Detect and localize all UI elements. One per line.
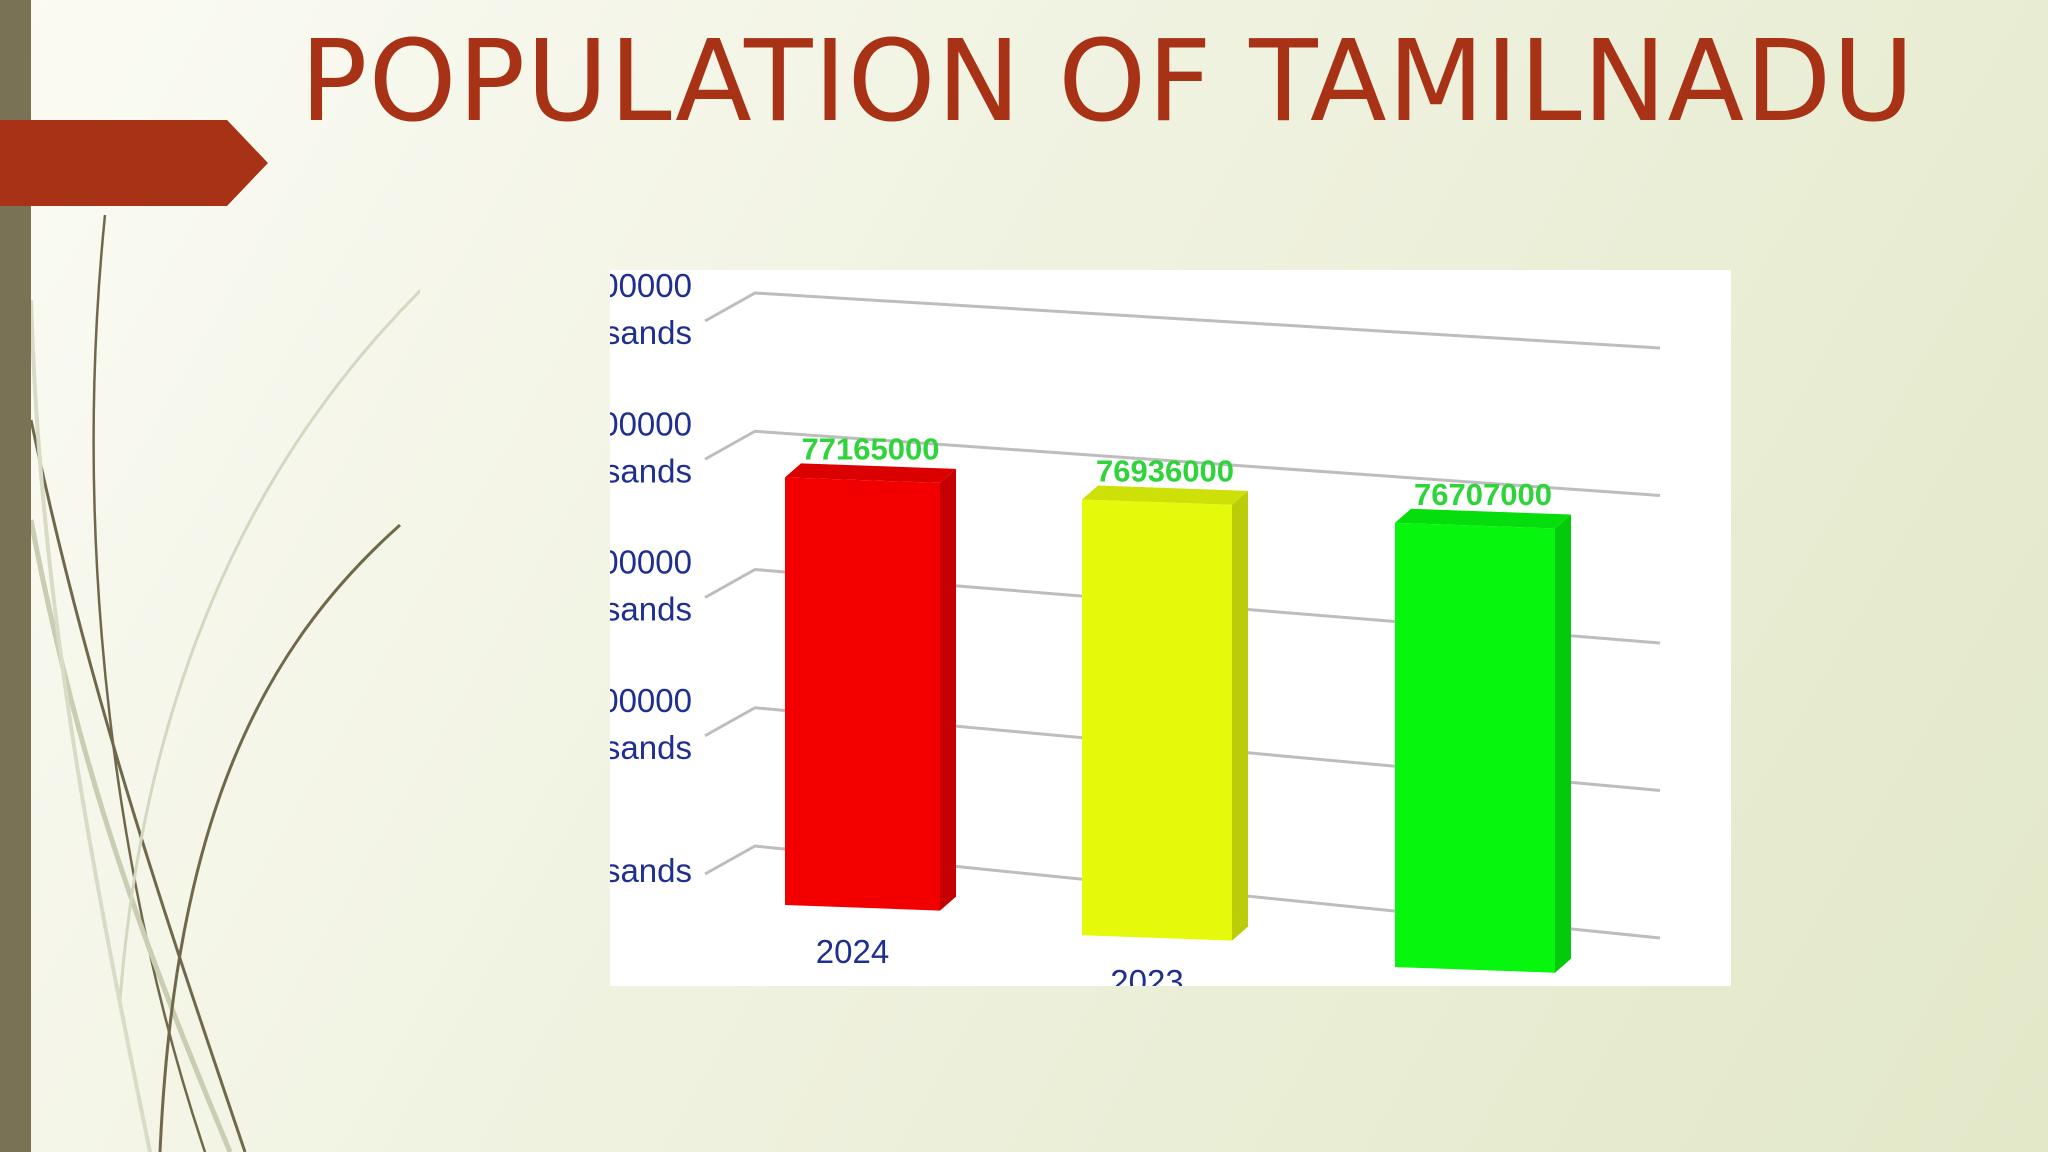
bar-side-2022	[1555, 514, 1571, 973]
y-tick-label: Thousands	[610, 591, 692, 628]
bar-top-2023	[1082, 485, 1248, 505]
y-tick-label: 75000000	[610, 405, 692, 442]
data-label: 76707000	[1414, 477, 1552, 512]
bar-chart: 100000000 Thousands 75000000 Thousands 50000…	[610, 270, 1661, 986]
bar-side-2023	[1232, 490, 1248, 941]
y-tick-label: Thousands	[610, 452, 692, 489]
bar-top-2024	[785, 463, 956, 483]
gridline	[704, 429, 1661, 497]
gridline	[704, 567, 1661, 645]
slide-title: POPULATION OF TAMILNADU	[300, 17, 1916, 147]
y-tick-label: 50000000	[610, 544, 692, 581]
bar-2024	[785, 477, 940, 911]
y-tick-label: 0 Thousands	[610, 852, 692, 889]
title-arrow-band	[0, 120, 268, 206]
decorative-curves	[28, 214, 420, 1152]
gridline	[704, 706, 1661, 792]
y-tick-label: 25000000	[610, 682, 692, 719]
gridline	[704, 291, 1661, 350]
bar-top-2022	[1395, 508, 1571, 529]
x-tick-label: 2023	[1110, 963, 1183, 986]
x-tick-label: 2024	[816, 933, 889, 970]
y-tick-label: Thousands	[610, 729, 692, 766]
y-tick-label: 100000000	[610, 270, 692, 304]
bar-2023	[1082, 499, 1232, 941]
data-label: 77165000	[802, 431, 940, 466]
y-tick-label: Thousands	[610, 314, 692, 351]
gridline	[704, 844, 1661, 940]
data-label: 76936000	[1096, 454, 1234, 489]
chart-panel: 100000000 Thousands 75000000 Thousands 50000…	[610, 270, 1731, 986]
bar-side-2024	[940, 468, 956, 911]
bar-2022	[1395, 522, 1555, 973]
